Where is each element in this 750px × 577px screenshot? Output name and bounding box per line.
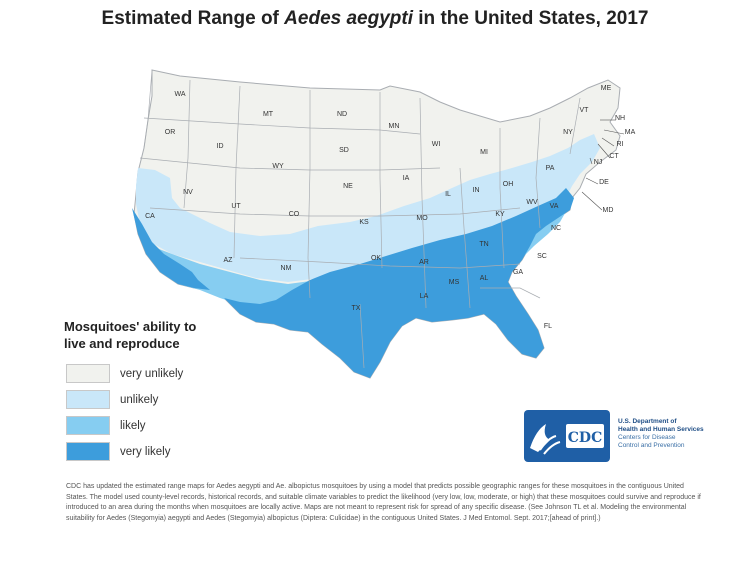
state-label: PA bbox=[546, 165, 555, 172]
state-label: FL bbox=[544, 323, 552, 330]
cdc-agency-text: U.S. Department of Health and Human Serv… bbox=[618, 418, 738, 450]
legend-label: very likely bbox=[120, 445, 171, 458]
leader-lines bbox=[581, 119, 625, 211]
state-label: OR bbox=[165, 129, 176, 136]
state-label: AL bbox=[480, 275, 489, 282]
legend-title-line1: Mosquitoes' ability to bbox=[64, 319, 197, 334]
state-label: OK bbox=[371, 255, 381, 262]
state-label: NJ bbox=[594, 159, 603, 166]
state-label: DE bbox=[599, 179, 609, 186]
agency-line3: Centers for Disease bbox=[618, 434, 676, 441]
legend-swatch bbox=[66, 390, 110, 409]
state-label: UT bbox=[231, 203, 241, 210]
legend-title: Mosquitoes' ability to live and reproduc… bbox=[64, 318, 264, 352]
state-label: CT bbox=[609, 153, 619, 160]
state-label: LA bbox=[420, 293, 429, 300]
state-label: MA bbox=[625, 129, 636, 136]
legend-swatch bbox=[66, 442, 110, 461]
state-label: OH bbox=[503, 181, 514, 188]
agency-line1: U.S. Department of bbox=[618, 418, 677, 425]
legend-item-unlikely: unlikely bbox=[66, 388, 183, 411]
state-label: TX bbox=[352, 305, 361, 312]
state-label: MN bbox=[389, 123, 400, 130]
footnote-text: CDC has updated the estimated range maps… bbox=[66, 483, 701, 522]
state-label: KY bbox=[495, 211, 505, 218]
state-label: CA bbox=[145, 213, 155, 220]
legend-swatch bbox=[66, 364, 110, 383]
state-label: RI bbox=[617, 141, 624, 148]
state-label: WA bbox=[174, 91, 185, 98]
state-label: CO bbox=[289, 211, 300, 218]
state-label: IL bbox=[445, 191, 451, 198]
cdc-logo: CDC bbox=[524, 410, 610, 462]
footnote: CDC has updated the estimated range maps… bbox=[66, 482, 706, 524]
us-range-map: WA OR MT ID ND SD WY MN WI MI NE IA NV U… bbox=[132, 69, 636, 379]
state-label: NM bbox=[281, 265, 292, 272]
zone-unlikely bbox=[136, 134, 600, 282]
cdc-mark: CDC bbox=[568, 430, 602, 446]
state-label: ND bbox=[337, 111, 347, 118]
state-label: WI bbox=[432, 141, 441, 148]
state-label: SC bbox=[537, 253, 547, 260]
legend-item-very-likely: very likely bbox=[66, 440, 183, 463]
legend: very unlikely unlikely likely very likel… bbox=[66, 362, 183, 466]
state-label: NE bbox=[343, 183, 353, 190]
state-label: VT bbox=[580, 107, 590, 114]
legend-item-very-unlikely: very unlikely bbox=[66, 362, 183, 385]
page-title: Estimated Range of Aedes aegypti in the … bbox=[0, 8, 750, 30]
legend-label: likely bbox=[120, 419, 146, 432]
state-label: MI bbox=[480, 149, 488, 156]
agency-line4: Control and Prevention bbox=[618, 442, 685, 449]
state-label: GA bbox=[513, 269, 523, 276]
zone-likely bbox=[146, 202, 568, 308]
state-label: ME bbox=[601, 85, 612, 92]
state-label: WY bbox=[272, 163, 284, 170]
title-suffix: in the United States, 2017 bbox=[413, 8, 649, 29]
legend-label: unlikely bbox=[120, 393, 159, 406]
hhs-eagle-icon: CDC bbox=[530, 424, 604, 455]
state-label: AR bbox=[419, 259, 429, 266]
title-prefix: Estimated Range of bbox=[101, 8, 285, 29]
title-species: Aedes aegypti bbox=[284, 8, 413, 29]
state-label: KS bbox=[359, 219, 369, 226]
state-label: NH bbox=[615, 115, 625, 122]
agency-line2: Health and Human Services bbox=[618, 426, 704, 433]
state-label: MO bbox=[416, 215, 428, 222]
state-label: MD bbox=[603, 207, 614, 214]
legend-title-line2: live and reproduce bbox=[64, 336, 180, 351]
state-label: ID bbox=[217, 143, 224, 150]
state-label: NV bbox=[183, 189, 193, 196]
state-label: IN bbox=[473, 187, 480, 194]
legend-swatch bbox=[66, 416, 110, 435]
legend-label: very unlikely bbox=[120, 367, 184, 380]
state-label: IA bbox=[403, 175, 410, 182]
state-borders bbox=[139, 69, 581, 369]
state-label: TN bbox=[479, 241, 488, 248]
state-label: NY bbox=[563, 129, 573, 136]
state-label: AZ bbox=[224, 257, 234, 264]
legend-item-likely: likely bbox=[66, 414, 183, 437]
state-label: MT bbox=[263, 111, 274, 118]
state-label: NC bbox=[551, 225, 561, 232]
state-label: SD bbox=[339, 147, 349, 154]
state-label: VA bbox=[550, 203, 559, 210]
state-label: WV bbox=[526, 199, 538, 206]
state-label: MS bbox=[449, 279, 460, 286]
zone-very-likely bbox=[132, 188, 574, 378]
